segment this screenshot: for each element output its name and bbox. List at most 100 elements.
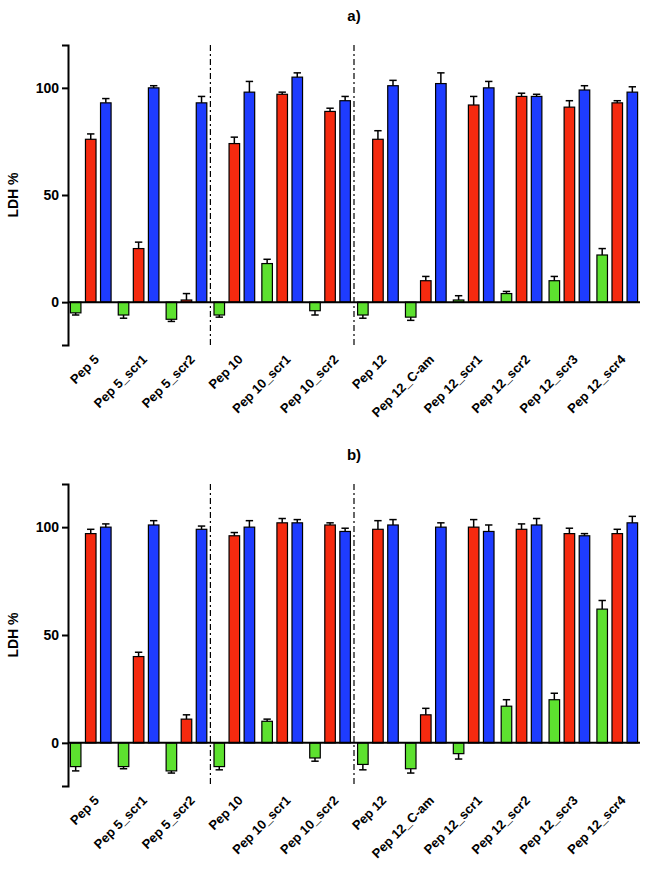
- error-cap: [566, 527, 573, 529]
- x-tick: Pep 5_scr2: [139, 345, 198, 411]
- error-cap: [470, 96, 477, 98]
- error-stem: [249, 81, 251, 92]
- group-separator: [210, 45, 211, 345]
- error-bar: [263, 259, 270, 263]
- error-cap: [294, 519, 301, 521]
- error-cap: [614, 100, 621, 102]
- y-axis-title: LDH %: [5, 612, 21, 658]
- error-stem: [440, 73, 442, 84]
- error-cap: [135, 652, 142, 654]
- error-stem: [90, 134, 92, 139]
- bar: [148, 525, 159, 743]
- error-bar: [581, 534, 588, 536]
- error-bar: [551, 276, 558, 280]
- bar: [373, 529, 384, 743]
- y-tick: 50: [43, 627, 68, 643]
- error-cap: [72, 770, 79, 772]
- error-stem: [392, 520, 394, 525]
- y-tick-mark: [62, 87, 68, 89]
- error-bar: [518, 524, 525, 529]
- error-cap: [455, 295, 462, 297]
- y-tick-mark: [62, 302, 68, 304]
- error-stem: [234, 137, 236, 143]
- bar: [531, 96, 542, 302]
- error-cap: [551, 276, 558, 278]
- error-bar: [120, 315, 127, 318]
- error-cap: [198, 525, 205, 527]
- x-tick: Pep 12_scr4: [564, 786, 629, 857]
- bar: [501, 294, 512, 303]
- bar: [85, 534, 96, 743]
- bar: [196, 529, 207, 743]
- error-bar: [87, 529, 94, 533]
- error-bar: [614, 529, 621, 533]
- error-stem: [377, 131, 379, 140]
- x-tick-label: Pep 12_scr4: [564, 792, 629, 857]
- bar: [214, 743, 225, 767]
- error-cap: [485, 81, 492, 83]
- bar: [405, 743, 416, 769]
- y-tick-mark: [62, 635, 68, 637]
- error-cap: [533, 94, 540, 96]
- error-bar: [518, 93, 525, 96]
- error-cap: [279, 91, 286, 93]
- bar: [340, 531, 351, 742]
- error-cap: [246, 520, 253, 522]
- bar: [244, 527, 255, 743]
- error-cap: [183, 714, 190, 716]
- error-cap: [102, 98, 109, 100]
- bar: [483, 88, 494, 302]
- error-cap: [359, 317, 366, 319]
- x-tick-label: Pep 5_scr2: [139, 793, 198, 852]
- error-cap: [422, 708, 429, 710]
- error-stem: [249, 521, 251, 527]
- error-stem: [473, 520, 475, 528]
- y-tick-mark: [62, 195, 68, 197]
- y-axis: 050100: [36, 485, 69, 787]
- error-cap: [518, 523, 525, 525]
- error-bar: [614, 101, 621, 103]
- bar: [262, 264, 273, 303]
- bar: [101, 527, 112, 743]
- y-tick-label: 100: [36, 80, 60, 96]
- y-tick: 100: [36, 519, 68, 535]
- y-axis-line: [62, 485, 69, 787]
- bar: [196, 103, 207, 302]
- error-cap: [341, 527, 348, 529]
- error-stem: [601, 249, 603, 255]
- error-stem: [488, 525, 490, 531]
- error-bar: [183, 294, 190, 300]
- error-bar: [294, 73, 301, 77]
- error-bar: [407, 317, 414, 320]
- error-bar: [407, 769, 414, 773]
- bar: [388, 525, 399, 743]
- error-stem: [473, 96, 475, 105]
- error-cap: [503, 291, 510, 293]
- x-tick: Pep 10: [205, 786, 245, 833]
- error-stem: [392, 80, 394, 85]
- error-cap: [87, 529, 94, 531]
- bar: [468, 105, 479, 302]
- error-bar: [455, 296, 462, 300]
- bar: [388, 86, 399, 302]
- bar: [421, 281, 432, 302]
- bar: [597, 255, 608, 302]
- x-tick-label: Pep 5: [67, 793, 102, 828]
- x-axis-line: [69, 345, 641, 346]
- error-bar: [437, 523, 444, 527]
- error-bar: [150, 521, 157, 525]
- error-cap: [294, 72, 301, 74]
- y-axis-title: LDH %: [5, 172, 21, 218]
- error-cap: [551, 692, 558, 694]
- error-stem: [362, 764, 364, 769]
- bar: [118, 743, 129, 767]
- error-cap: [72, 314, 79, 316]
- x-tick-label: Pep 12: [349, 793, 389, 833]
- error-cap: [311, 314, 318, 316]
- bar: [627, 92, 638, 302]
- error-cap: [407, 320, 414, 322]
- error-bar: [246, 81, 253, 92]
- bar: [148, 88, 159, 302]
- bar: [436, 527, 447, 743]
- zero-line: [68, 742, 640, 744]
